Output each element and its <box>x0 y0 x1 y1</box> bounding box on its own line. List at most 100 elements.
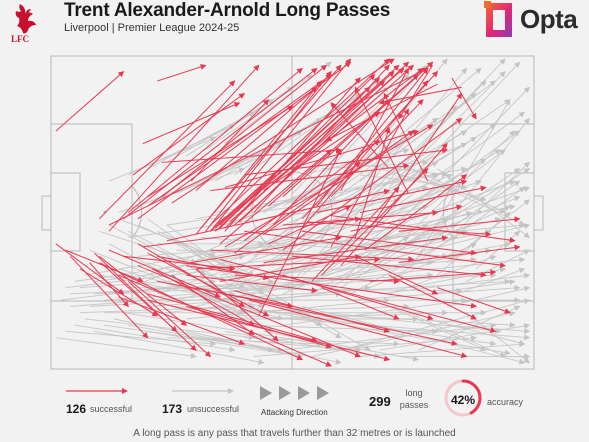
successful-pass-arrow <box>205 70 332 232</box>
unsuccessful-pass-arrow <box>282 195 521 295</box>
unsuccessful-pass-arrow <box>65 330 217 347</box>
successful-pass-arrow <box>316 179 468 214</box>
successful-pass-arrow <box>321 287 400 320</box>
unsuccessful-pass-arrow <box>205 337 362 353</box>
unsuccessful-pass-arrow <box>456 161 530 232</box>
successful-pass-arrow <box>191 235 342 264</box>
successful-pass-arrow <box>272 99 390 226</box>
penalty-arc-left <box>131 185 143 239</box>
successful-pass-arrow <box>55 243 125 295</box>
unsuccessful-pass-arrow <box>408 312 506 358</box>
unsuccessful-pass-arrow <box>176 249 434 266</box>
unsuccessful-pass-arrow <box>388 186 526 282</box>
unsuccessful-pass-arrow <box>277 229 492 276</box>
unsuccessful-pass-arrow <box>273 312 511 356</box>
successful-pass-arrow <box>108 64 260 232</box>
unsuccessful-pass-arrow <box>408 266 506 289</box>
goal-right <box>533 195 544 231</box>
successful-pass-arrow <box>244 230 506 269</box>
successful-pass-arrow <box>132 93 246 176</box>
successful-pass-arrow <box>147 293 318 343</box>
unsuccessful-pass-arrow <box>282 297 468 326</box>
successful-pass-arrow <box>330 99 424 198</box>
successful-pass-arrow <box>127 67 303 213</box>
unsuccessful-pass-arrow <box>427 318 526 346</box>
successful-pass-arrow <box>263 235 449 264</box>
successful-pass-arrow <box>354 86 409 194</box>
successful-pass-arrow <box>142 102 241 145</box>
unsuccessful-pass-arrow <box>205 74 313 151</box>
unsuccessful-legend-arrow <box>172 388 234 394</box>
unsuccessful-pass-arrow <box>70 291 236 307</box>
unsuccessful-pass-arrow <box>166 99 275 163</box>
successful-pass-arrow <box>451 77 477 120</box>
total-passes-count: 299 <box>369 394 391 409</box>
unsuccessful-pass-arrow <box>359 205 511 276</box>
unsuccessful-pass-arrow <box>417 305 521 351</box>
header: LFC Trent Alexander-Arnold Long Passes L… <box>0 0 589 46</box>
unsuccessful-pass-arrow <box>99 230 197 264</box>
unsuccessful-pass-arrow <box>263 330 420 362</box>
unsuccessful-pass-arrow <box>369 80 487 195</box>
six-yard-box-left <box>50 172 81 252</box>
successful-pass-arrow <box>108 68 429 226</box>
unsuccessful-pass-arrow <box>427 279 516 295</box>
successful-count: 126 <box>66 402 87 416</box>
successful-pass-arrow <box>210 249 415 263</box>
successful-pass-arrow <box>98 80 236 220</box>
successful-pass-arrow <box>330 102 390 170</box>
successful-pass-arrow <box>292 255 487 278</box>
successful-pass-arrow <box>224 80 386 229</box>
successful-pass-arrow <box>398 216 521 232</box>
successful-pass-arrow <box>186 265 477 309</box>
successful-pass-arrow <box>388 274 477 320</box>
unsuccessful-pass-arrow <box>94 330 265 365</box>
pitch-map <box>41 55 544 370</box>
unsuccessful-label: unsuccessful <box>187 404 240 414</box>
successful-pass-arrow <box>147 105 294 198</box>
successful-pass-arrow <box>263 130 415 235</box>
successful-pass-arrow <box>234 290 391 334</box>
successful-pass-arrow <box>99 262 304 361</box>
attacking-direction-label: Attacking Direction <box>261 408 328 417</box>
successful-pass-arrow <box>166 188 391 242</box>
six-yard-box-right <box>504 172 535 252</box>
unsuccessful-pass-arrow <box>437 168 531 239</box>
successful-pass-arrow <box>162 147 342 163</box>
successful-legend-arrow <box>66 388 128 394</box>
successful-pass-arrow <box>239 61 410 223</box>
brand-name: Opta <box>520 4 578 34</box>
unsuccessful-pass-arrow <box>147 218 246 289</box>
unsuccessful-count: 173 <box>162 402 183 416</box>
successful-pass-arrow <box>359 185 487 214</box>
unsuccessful-pass-arrow <box>70 272 434 295</box>
successful-pass-arrow <box>282 209 439 226</box>
unsuccessful-pass-arrow <box>379 323 531 351</box>
successful-pass-arrow <box>214 86 371 229</box>
successful-pass-arrow <box>186 274 318 294</box>
unsuccessful-pass-arrow <box>219 223 458 276</box>
successful-pass-arrow <box>306 221 492 238</box>
successful-pass-arrow <box>219 149 332 245</box>
successful-pass-arrow <box>437 287 511 314</box>
unsuccessful-pass-arrow <box>89 278 511 307</box>
unsuccessful-pass-arrow <box>398 161 506 214</box>
unsuccessful-pass-arrow <box>427 180 521 245</box>
brand-logo: Opta <box>482 0 587 42</box>
successful-pass-arrow <box>224 77 361 232</box>
unsuccessful-pass-arrow <box>65 266 226 289</box>
successful-pass-arrow <box>55 71 125 132</box>
successful-pass-arrow <box>234 161 361 254</box>
club-text: LFC <box>11 34 29 44</box>
successful-pass-arrow <box>79 268 159 317</box>
successful-pass-arrow <box>69 255 149 339</box>
unsuccessful-pass-arrow <box>108 224 207 276</box>
unsuccessful-pass-arrow <box>350 230 468 295</box>
unsuccessful-pass-arrow <box>55 337 197 359</box>
footnote: A long pass is any pass that travels fur… <box>133 428 456 439</box>
successful-pass-arrow <box>123 255 236 272</box>
total-passes-label-line2: passes <box>399 400 429 410</box>
successful-pass-arrow <box>219 254 362 282</box>
unsuccessful-pass-arrow <box>195 223 531 307</box>
unsuccessful-pass-arrow <box>244 324 439 335</box>
